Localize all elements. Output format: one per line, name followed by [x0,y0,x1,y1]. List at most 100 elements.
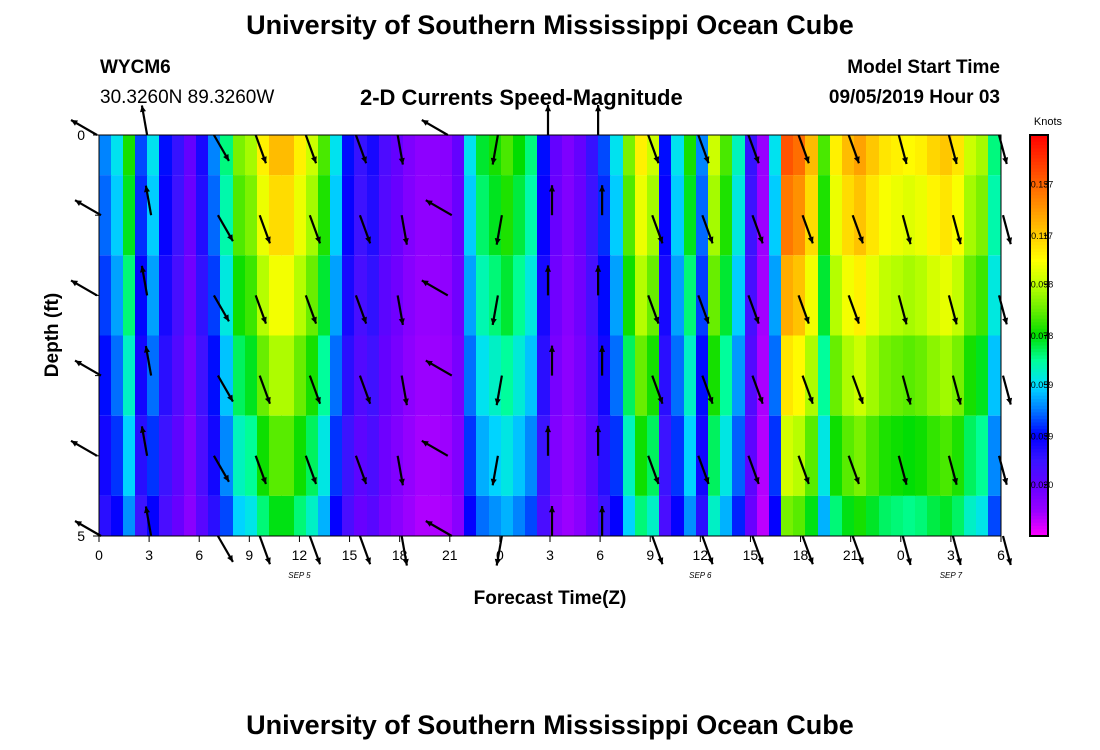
current-arrow [544,105,552,135]
colorbar-swatch [1030,395,1048,400]
heatmap-cell [818,335,831,416]
colorbar-swatch [1030,168,1048,173]
arrow-head [901,317,908,325]
heatmap-cell [379,175,392,256]
current-arrow [304,455,318,485]
heatmap-cell [159,255,173,336]
colorbar-swatch [1030,378,1048,383]
heatmap-cell [647,255,660,336]
heatmap-cell [866,415,880,496]
heatmap-cell [415,495,429,536]
heatmap-cell [354,135,368,176]
arrow-head [494,558,501,566]
heatmap-cell [233,135,246,176]
colorbar-swatch [1030,288,1048,293]
heatmap-cell [708,255,721,336]
heatmap-cell [684,335,697,416]
current-arrow [701,535,714,565]
arrow-head [425,521,433,527]
heatmap-cell [769,495,782,536]
current-arrow [70,279,98,297]
colorbar-swatch [1030,335,1048,340]
colorbar-swatch [1030,148,1048,153]
current-arrow [143,185,153,216]
heatmap-cell [99,135,112,176]
current-arrow [751,375,764,405]
heatmap-cell [318,255,331,336]
arrow-head [905,397,912,405]
heatmap-cell [854,255,867,336]
colorbar-swatch [1030,432,1048,437]
heatmap-cell [635,335,648,416]
heatmap-cell [391,135,404,176]
arrow-head [653,156,660,164]
arrow-head [227,234,233,242]
footer-title: University of Southern Mississippi Ocean… [246,710,854,740]
heatmap-cell [220,175,234,256]
x-tick-label: 21 [442,547,458,563]
heatmap-cell [976,135,989,176]
arrow-head [1002,157,1009,164]
heatmap-cell [550,335,563,416]
heatmap-cell [464,335,477,416]
heatmap-cell [732,255,746,336]
heatmap-cell [379,335,392,416]
heatmap-cell [988,255,1001,336]
colorbar-swatch [1030,385,1048,390]
heatmap-cell [915,175,928,256]
current-arrow [797,295,810,324]
heatmap-cell [964,175,977,256]
arrow-head [311,316,317,324]
colorbar-swatch [1030,482,1048,487]
heatmap-cell [842,415,855,496]
heatmap-cell [403,135,416,176]
heatmap-cell [805,255,819,336]
current-arrow [494,215,503,245]
heatmap-cell [842,495,855,536]
current-arrow [358,535,372,565]
arrow-head [599,185,606,192]
heatmap-cell [964,255,977,336]
current-arrow [400,375,409,406]
heatmap-cell [684,135,697,176]
heatmap-cell [233,175,246,256]
current-arrow [139,105,149,136]
heatmap-cell [245,495,258,536]
heatmap-cell [111,135,124,176]
current-arrow [647,134,660,164]
arrow-head [425,200,433,206]
heatmap-cell [342,175,355,256]
heatmap-cell [879,335,892,416]
heatmap-cell [428,335,441,416]
heatmap-cell [391,495,404,536]
x-tick-label: 15 [743,547,759,563]
current-arrow [544,265,552,296]
heatmap-cell [842,255,855,336]
current-arrow [901,214,912,245]
heatmap-cell [99,255,112,336]
heatmap-cell [537,415,550,496]
heatmap-cell [720,255,733,336]
colorbar-swatch [1030,322,1048,327]
x-tick-label: 12 [693,547,709,563]
heatmap-cell [464,175,477,256]
current-arrow [308,375,322,405]
heatmap-cell [708,135,721,176]
heatmap-cell [123,415,136,496]
arrow-head [803,477,810,484]
heatmap-cell [854,415,867,496]
heatmap-cell [610,495,624,536]
heatmap-cell [489,335,502,416]
arrow-head [905,558,912,565]
colorbar-swatch [1030,245,1048,250]
heatmap-cell [476,135,490,176]
arrow-head [227,554,233,562]
colorbar-swatch [1030,362,1048,367]
colorbar-swatch [1030,312,1048,317]
colorbar-swatch [1030,475,1048,480]
current-arrow [751,214,764,244]
colorbar-swatch [1030,255,1048,260]
arrow-head [421,280,429,287]
colorbar-swatch [1030,272,1048,276]
heatmap-cell [391,335,404,416]
